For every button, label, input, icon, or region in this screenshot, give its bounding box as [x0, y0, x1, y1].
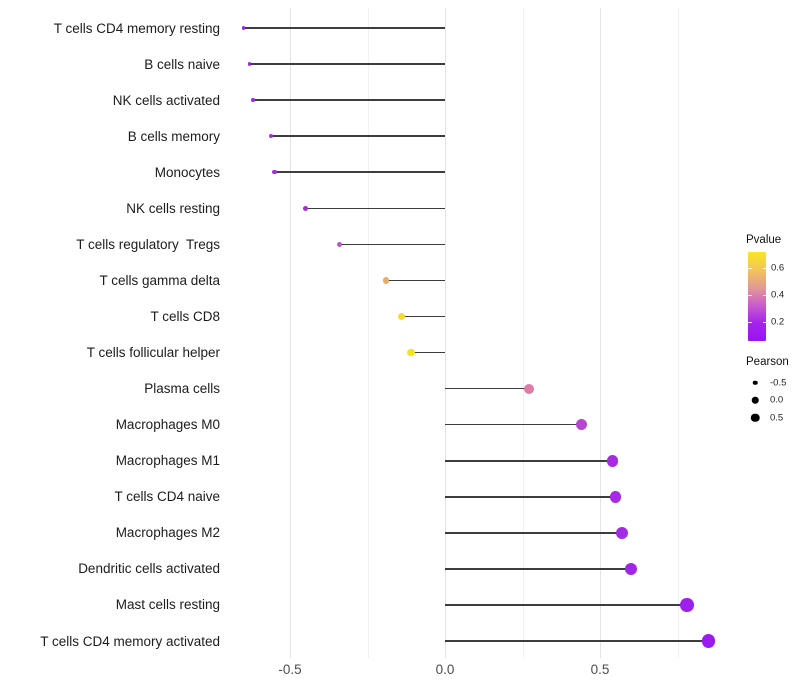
lollipop-dot [336, 241, 343, 248]
major-gridline [290, 8, 291, 658]
lollipop-stem [445, 423, 582, 426]
gradient-tick-label: 0.6 [771, 262, 785, 274]
lollipop-stem [401, 315, 445, 318]
lollipop-stem [274, 171, 445, 174]
major-gridline [600, 8, 601, 658]
pearson-legend-item: 0.0 [746, 392, 800, 410]
lollipop-stem [445, 568, 631, 570]
category-label: T cells CD4 memory resting [53, 20, 220, 36]
category-label: B cells memory [127, 128, 220, 144]
category-label: T cells CD4 memory activated [40, 633, 220, 649]
pvalue-gradient-bar [748, 252, 766, 341]
category-label: Macrophages M2 [115, 525, 220, 541]
category-label: Macrophages M1 [115, 453, 220, 469]
gradient-tick-mark [762, 295, 766, 296]
x-tick-label: 0.5 [590, 662, 610, 677]
lollipop-stem [271, 135, 445, 137]
gradient-tick-mark [748, 295, 752, 296]
category-label: T cells CD8 [150, 308, 220, 324]
lollipop-stem [445, 604, 687, 606]
lollipop-dot [382, 277, 390, 284]
pearson-legend-title: Pearson [746, 356, 789, 368]
pvalue-legend-title: Pvalue [746, 234, 782, 246]
category-label: NK cells activated [112, 92, 220, 108]
category-label: Monocytes [154, 164, 220, 180]
lollipop-stem [445, 640, 709, 642]
pearson-legend-dot [751, 397, 759, 404]
lollipop-dot [680, 598, 694, 612]
category-label: Plasma cells [144, 381, 220, 397]
pearson-legend-label: -0.5 [770, 377, 787, 389]
lollipop-dot [575, 419, 587, 431]
lollipop-stem [445, 532, 622, 534]
lollipop-dot [407, 348, 415, 357]
lollipop-dot [701, 634, 716, 648]
gradient-tick-mark [748, 322, 752, 323]
lollipop-dot [247, 62, 252, 66]
lollipop-stem [445, 495, 616, 498]
gradient-tick-label: 0.2 [771, 316, 785, 328]
lollipop-dot [398, 312, 406, 320]
pearson-legend-label: 0.5 [770, 412, 784, 424]
lollipop-dot [303, 205, 308, 211]
lollipop-stem [243, 27, 445, 29]
lollipop-stem [252, 99, 445, 101]
category-label: T cells gamma delta [99, 272, 220, 288]
x-tick-label: 0.0 [435, 662, 455, 677]
pearson-legend-label: 0.0 [770, 394, 784, 406]
lollipop-dot [523, 383, 534, 394]
lollipop-dot [624, 562, 638, 575]
lollipop-dot [272, 170, 277, 175]
gradient-tick-mark [762, 268, 766, 269]
lollipop-dot [241, 26, 246, 30]
lollipop-dot [615, 526, 628, 539]
category-label: T cells CD4 naive [114, 489, 220, 505]
minor-gridline [367, 8, 369, 658]
category-label: Dendritic cells activated [78, 561, 220, 577]
x-tick-label: -0.5 [278, 662, 302, 677]
category-label: T cells regulatory Tregs [76, 236, 220, 252]
lollipop-stem [305, 207, 445, 210]
gradient-tick-mark [748, 268, 752, 269]
gradient-tick-label: 0.4 [771, 289, 785, 301]
lollipop-stem [386, 279, 445, 282]
major-gridline [445, 8, 446, 658]
lollipop-stem [249, 63, 445, 65]
category-label: T cells follicular helper [86, 345, 220, 361]
pearson-legend-dot [750, 413, 760, 422]
category-label: Mast cells resting [115, 597, 220, 613]
lollipop-dot [609, 490, 622, 503]
lollipop-stem [410, 351, 445, 354]
pearson-size-items: -0.5 0.0 0.5 [746, 374, 800, 427]
minor-gridline [522, 8, 524, 658]
category-label: B cells naive [144, 56, 220, 72]
pearson-legend-item: 0.5 [746, 409, 800, 427]
lollipop-stem [445, 459, 613, 462]
lollipop-dot [250, 98, 255, 102]
category-label: NK cells resting [126, 200, 220, 216]
lollipop-dot [606, 454, 619, 467]
pearson-legend-dot [752, 380, 758, 385]
lollipop-stem [445, 387, 529, 390]
pearson-legend-item: -0.5 [746, 374, 800, 392]
gradient-tick-mark [762, 322, 766, 323]
lollipop-stem [339, 243, 445, 246]
lollipop-dot [269, 134, 274, 139]
category-label: Macrophages M0 [115, 417, 220, 433]
pearson-size-legend: Pearson -0.5 0.0 0.5 [746, 356, 800, 427]
minor-gridline [677, 8, 679, 658]
legend: Pvalue 0.6 0.4 0.2 Pearson -0.5 0.0 0.5 [746, 234, 800, 423]
